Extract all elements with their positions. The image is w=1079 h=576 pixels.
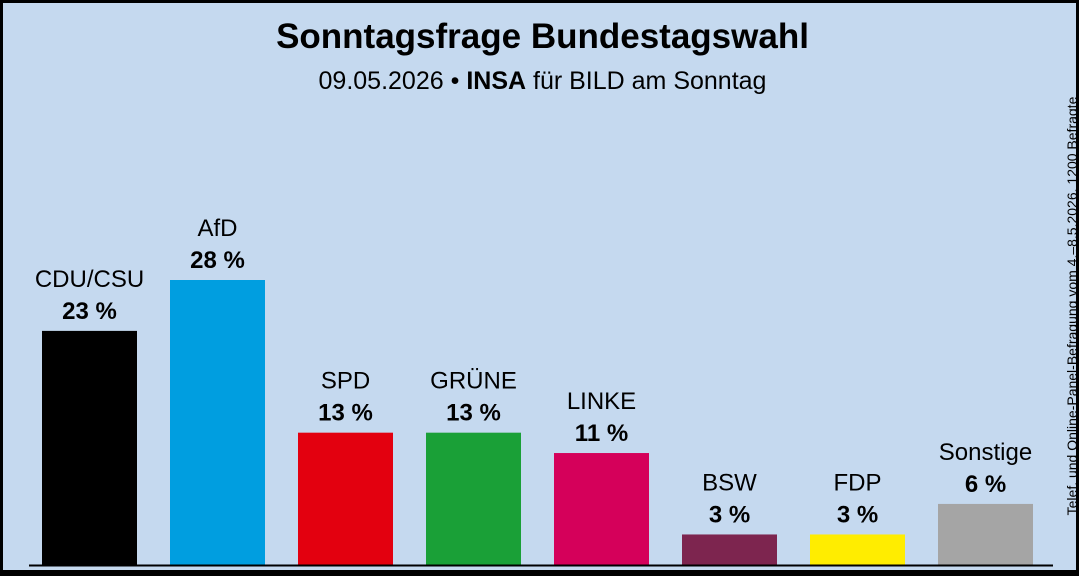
bar-linke: [554, 453, 649, 565]
chart-title: Sonntagsfrage Bundestagswahl: [276, 17, 809, 56]
value-label: 6 %: [965, 471, 1006, 498]
category-label: FDP: [834, 469, 882, 496]
bar-afd: [170, 280, 265, 565]
poll-publisher: für BILD am Sonntag: [533, 67, 767, 95]
category-label: Sonstige: [939, 439, 1032, 466]
methodology-note: Telef. und Online-Panel-Befragung vom 4.…: [1064, 96, 1079, 516]
bar-bsw: [682, 534, 777, 565]
category-label: CDU/CSU: [35, 266, 144, 293]
value-label: 3 %: [837, 501, 878, 528]
bar-sonstige: [938, 503, 1033, 565]
value-label: 13 %: [318, 400, 373, 427]
category-label: LINKE: [567, 388, 636, 415]
subtitle-separator: •: [450, 67, 460, 95]
value-label: 11 %: [575, 420, 628, 447]
bar-grüne: [426, 432, 521, 565]
value-label: 13 %: [446, 400, 501, 427]
value-label: 3 %: [709, 501, 750, 528]
poll-date: 09.05.2026: [318, 67, 444, 95]
category-label: AfD: [197, 215, 237, 242]
poll-institute: INSA: [466, 67, 527, 95]
category-label: SPD: [321, 368, 370, 395]
value-label: 23 %: [62, 298, 117, 325]
value-label: 28 %: [190, 247, 245, 274]
bar-cdu-csu: [42, 330, 137, 565]
category-label: BSW: [702, 469, 757, 496]
bar-spd: [298, 432, 393, 565]
bar-chart: 23 % CDU/CSU 28 % AfD 13 % SPD 13 % GRÜNE 11 % LI…: [29, 215, 1053, 567]
chart-subtitle: 09.05.2026 • INSA für BILD am Sonntag: [3, 67, 1079, 96]
category-label: GRÜNE: [430, 368, 517, 395]
bar-fdp: [810, 534, 905, 565]
